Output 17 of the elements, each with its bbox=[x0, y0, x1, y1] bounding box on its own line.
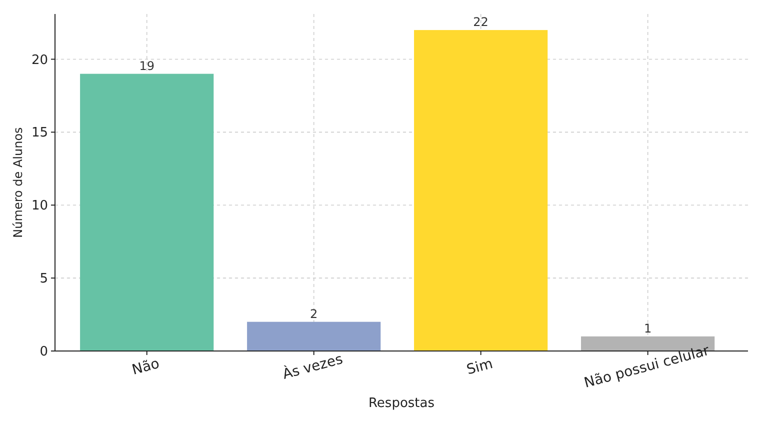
x-tick-label: Às vezes bbox=[280, 350, 345, 383]
data-label: 22 bbox=[473, 15, 488, 30]
y-tick-label: 10 bbox=[31, 198, 48, 214]
data-label: 1 bbox=[644, 321, 652, 336]
bar bbox=[80, 74, 214, 351]
bar bbox=[247, 322, 381, 351]
y-axis-title: Número de Alunos bbox=[11, 127, 25, 238]
y-tick-label: 5 bbox=[40, 272, 48, 287]
x-tick-label: Sim bbox=[464, 356, 495, 378]
data-label: 2 bbox=[310, 306, 318, 321]
bar bbox=[414, 30, 548, 351]
x-tick-label: Não bbox=[130, 356, 162, 378]
y-tick-label: 15 bbox=[31, 126, 48, 141]
y-tick-label: 0 bbox=[40, 344, 48, 360]
data-label: 19 bbox=[139, 58, 154, 73]
y-tick-label: 20 bbox=[31, 52, 48, 68]
x-axis-title: Respostas bbox=[368, 396, 435, 411]
